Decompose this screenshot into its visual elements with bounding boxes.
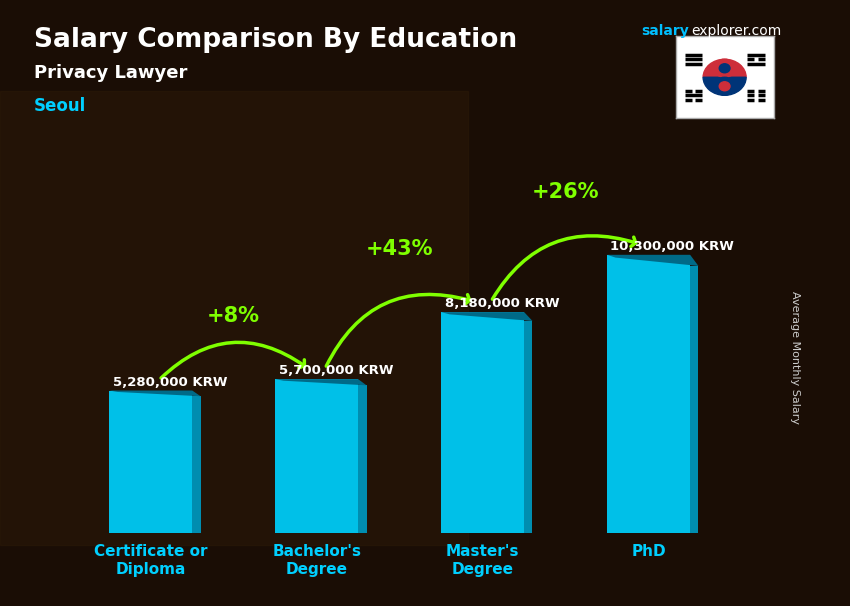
Polygon shape — [441, 312, 532, 321]
Polygon shape — [275, 379, 366, 385]
Text: 5,700,000 KRW: 5,700,000 KRW — [279, 364, 393, 378]
Text: salary: salary — [642, 24, 689, 38]
Text: +26%: +26% — [532, 182, 599, 202]
Text: +8%: +8% — [207, 307, 260, 327]
Text: Privacy Lawyer: Privacy Lawyer — [34, 64, 187, 82]
Bar — [441, 312, 524, 533]
Bar — [524, 321, 532, 533]
Text: explorer.com: explorer.com — [691, 24, 781, 38]
Circle shape — [714, 59, 735, 77]
Bar — [192, 396, 201, 533]
Circle shape — [714, 77, 735, 95]
Bar — [275, 379, 358, 533]
Circle shape — [719, 82, 730, 91]
Text: 10,300,000 KRW: 10,300,000 KRW — [610, 240, 734, 253]
Bar — [690, 266, 699, 533]
Bar — [607, 255, 690, 533]
Polygon shape — [607, 255, 699, 266]
Bar — [358, 385, 366, 533]
Polygon shape — [110, 390, 201, 396]
Text: 5,280,000 KRW: 5,280,000 KRW — [112, 376, 227, 389]
Text: Average Monthly Salary: Average Monthly Salary — [790, 291, 800, 424]
Text: +43%: +43% — [366, 239, 434, 259]
Text: 8,180,000 KRW: 8,180,000 KRW — [445, 298, 559, 310]
Circle shape — [719, 64, 730, 73]
Bar — [110, 390, 192, 533]
Wedge shape — [703, 77, 746, 95]
Bar — [0, 91, 468, 545]
Text: Salary Comparison By Education: Salary Comparison By Education — [34, 27, 517, 53]
Wedge shape — [703, 59, 746, 77]
Text: Seoul: Seoul — [34, 97, 86, 115]
